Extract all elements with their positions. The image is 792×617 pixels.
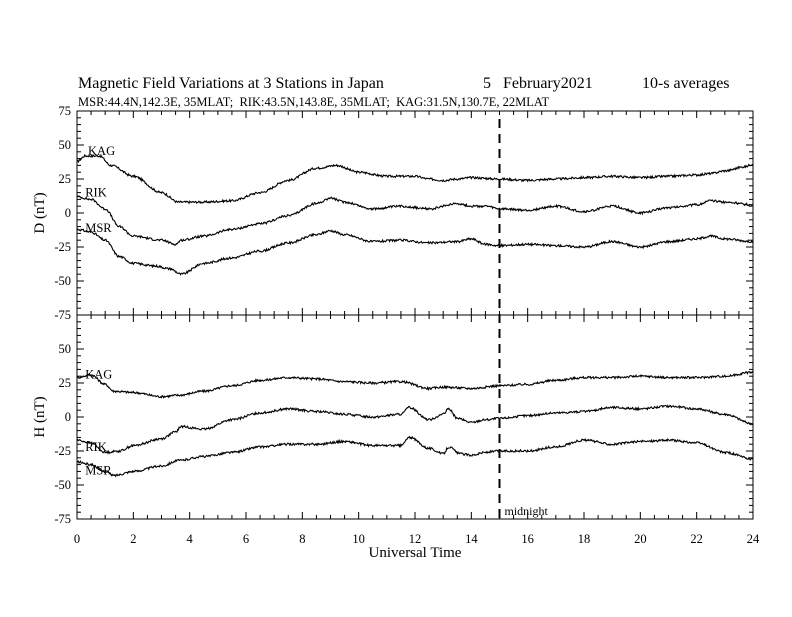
x-tick-label: 4 [187,532,194,546]
chart-date: 5 February2021 [483,75,593,92]
y-tick-label: 0 [65,410,71,424]
chart-averaging: 10-s averages [642,75,730,92]
y-tick-label: -75 [54,512,71,526]
y-tick-label: 25 [59,376,72,390]
series-label-kag: KAG [88,144,115,158]
x-axis: 0 2 4 6 8 10 12 14 16 18 20 22 24 [74,532,760,546]
y-tick-label: -25 [54,444,71,458]
x-tick-label: 20 [634,532,647,546]
y-tick-label: 50 [59,342,72,356]
midnight-label: midnight [505,504,549,518]
d-panel: 75 50 25 0 -25 -50 -75 D (nT) KAG RIK MSR [32,104,754,322]
y-tick-label: 75 [59,104,72,118]
panel-frame [76,314,754,520]
y-tick-label: -50 [54,478,71,492]
chart-title: Magnetic Field Variations at 3 Stations … [78,75,384,92]
series-label-kag: KAG [85,368,112,382]
series-label-rik: RIK [85,185,107,199]
stations-subtitle: MSR:44.4N,142.3E, 35MLAT; RIK:43.5N,143.… [78,95,550,109]
y-axis-label: H (nT) [32,396,48,437]
series-label-msr: MSR [85,464,112,478]
x-tick-label: 18 [578,532,591,546]
h-panel: 50 25 0 -25 -50 -75 H (nT) KAG RIK MSR [32,314,754,526]
series-line-kag [76,371,754,399]
y-tick-label: -25 [54,240,71,254]
x-tick-label: 16 [521,532,534,546]
x-tick-label: 8 [299,532,305,546]
series-line-rik [76,195,754,246]
panel-frame [76,110,754,316]
series-label-msr: MSR [85,221,112,235]
x-tick-label: 10 [352,532,365,546]
series-line-kag [76,153,754,205]
y-tick-label: 25 [59,172,72,186]
y-tick-label: -50 [54,274,71,288]
y-tick-label: 0 [65,206,71,220]
x-tick-label: 0 [74,532,80,546]
series-line-rik [76,404,754,455]
x-tick-label: 24 [747,532,760,546]
y-tick-label: -75 [54,308,71,322]
x-axis-label: Universal Time [369,545,462,561]
series-label-rik: RIK [85,440,107,454]
y-tick-label: 50 [59,138,72,152]
x-tick-label: 6 [243,532,249,546]
x-tick-label: 2 [130,532,136,546]
y-axis-label: D (nT) [32,192,48,233]
x-tick-label: 14 [465,532,478,546]
series-line-msr [76,435,754,478]
x-tick-label: 22 [690,532,703,546]
x-tick-label: 12 [409,532,422,546]
series-line-msr [76,228,754,276]
